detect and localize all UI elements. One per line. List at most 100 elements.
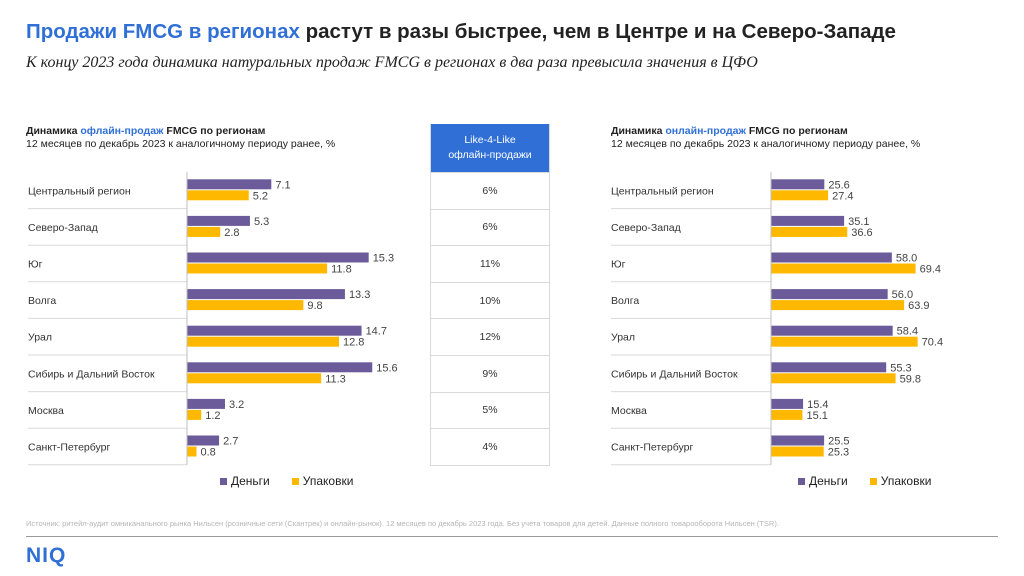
- legend-item-money: Деньги: [220, 474, 270, 488]
- bar-packs: [187, 409, 202, 420]
- data-label-money: 25.6: [828, 179, 849, 191]
- bar-money: [187, 398, 225, 409]
- legend-item-packs: Упаковки: [291, 474, 354, 488]
- niq-logo: NIQ: [26, 544, 67, 567]
- bar-packs: [771, 446, 824, 457]
- online-sales-chart: Центральный регион 25.627.4 Северо-Запад 35…: [611, 172, 943, 466]
- legend-item-packs: Упаковки: [869, 474, 932, 488]
- category-label: Сибирь и Дальний Восток: [28, 368, 155, 380]
- data-label-packs: 27.4: [832, 190, 853, 202]
- data-label-money: 15.3: [373, 253, 394, 265]
- footer-divider: [26, 536, 998, 537]
- bar-money: [187, 435, 220, 446]
- left-title-prefix: Динамика: [26, 125, 81, 137]
- bar-money: [771, 435, 825, 446]
- category-label: Волга: [611, 295, 639, 307]
- legend-item-money: Деньги: [798, 474, 848, 488]
- right-panel-title: Динамика онлайн-продаж FMCG по регионам: [611, 125, 920, 138]
- data-label-packs: 15.1: [806, 410, 827, 422]
- data-label-packs: 12.8: [343, 337, 364, 349]
- bar-packs: [771, 190, 829, 201]
- data-label-money: 15.4: [807, 399, 828, 411]
- data-label-money: 25.5: [828, 436, 849, 448]
- data-label-money: 58.0: [896, 253, 917, 265]
- data-label-packs: 69.4: [920, 264, 941, 276]
- left-panel-header: Динамика офлайн-продаж FMCG по регионам …: [26, 125, 335, 151]
- data-label-packs: 11.8: [331, 264, 352, 276]
- legend-label-money: Деньги: [231, 474, 270, 488]
- data-label-money: 2.7: [223, 436, 238, 448]
- bar-money: [771, 362, 887, 373]
- left-title-suffix: FMCG по регионам: [163, 125, 266, 137]
- data-label-money: 13.3: [349, 289, 370, 301]
- category-label: Москва: [611, 405, 647, 417]
- data-label-packs: 9.8: [307, 300, 322, 312]
- bar-packs: [187, 263, 328, 274]
- like4like-header: Like-4-Like офлайн-продажи: [431, 124, 549, 172]
- data-label-packs: 5.2: [253, 190, 268, 202]
- data-label-packs: 11.3: [325, 373, 346, 385]
- bar-money: [187, 362, 373, 373]
- bar-money: [771, 325, 893, 336]
- page-title: Продажи FMCG в регионах растут в разы бы…: [26, 20, 896, 44]
- bar-packs: [771, 373, 896, 384]
- bar-money: [771, 215, 845, 226]
- category-label: Москва: [28, 405, 64, 417]
- data-label-money: 15.6: [376, 362, 397, 374]
- like4like-cell: 11%: [431, 245, 549, 282]
- data-label-money: 7.1: [275, 179, 290, 191]
- right-panel-header: Динамика онлайн-продаж FMCG по регионам …: [611, 125, 920, 151]
- category-label: Юг: [28, 259, 43, 271]
- data-label-packs: 70.4: [922, 337, 943, 349]
- category-label: Сибирь и Дальний Восток: [611, 368, 738, 380]
- data-label-money: 3.2: [229, 399, 244, 411]
- page-subtitle: К концу 2023 года динамика натуральных п…: [26, 54, 758, 71]
- bar-packs: [771, 409, 803, 420]
- category-label: Центральный регион: [28, 185, 131, 197]
- bar-packs: [771, 226, 848, 237]
- bar-money: [771, 179, 825, 190]
- legend-swatch-packs: [291, 477, 299, 485]
- left-title-highlight: офлайн-продаж: [80, 125, 164, 137]
- right-title-prefix: Динамика: [611, 125, 666, 137]
- like4like-cell: 12%: [431, 318, 549, 355]
- category-label: Юг: [611, 259, 626, 271]
- data-label-money: 58.4: [897, 326, 918, 338]
- data-label-packs: 25.3: [828, 447, 849, 459]
- bar-money: [771, 398, 804, 409]
- category-label: Волга: [28, 295, 56, 307]
- offline-sales-chart: Центральный регион 7.1 5.2 Северо-Запад 5.3 2…: [28, 172, 398, 466]
- bar-packs: [187, 190, 249, 201]
- category-label: Урал: [28, 332, 52, 344]
- like4like-cell: 5%: [431, 391, 549, 429]
- bar-packs: [187, 300, 304, 311]
- right-legend: Деньги Упаковки: [798, 474, 931, 488]
- left-panel-subtitle: 12 месяцев по декабрь 2023 к аналогичном…: [26, 138, 336, 150]
- right-title-suffix: FMCG по регионам: [745, 125, 848, 137]
- like4like-body: 6% 6% 11% 10% 12% 9% 5% 4%: [431, 172, 549, 465]
- right-panel-subtitle: 12 месяцев по декабрь 2023 к аналогичном…: [611, 138, 921, 150]
- bar-money: [771, 252, 892, 263]
- bar-money: [187, 179, 272, 190]
- data-label-money: 35.1: [848, 216, 869, 228]
- left-legend: Деньги Упаковки: [220, 474, 353, 488]
- source-note: Источник: ритейл-аудит омниканального ры…: [26, 519, 779, 528]
- legend-label-packs: Упаковки: [302, 474, 354, 488]
- right-title-highlight: онлайн-продаж: [665, 125, 746, 137]
- like4like-cell: 6%: [431, 208, 549, 246]
- bar-money: [187, 215, 250, 226]
- category-label: Санкт-Петербург: [611, 442, 694, 454]
- bar-packs: [187, 226, 221, 237]
- like4like-cell: 10%: [431, 281, 549, 319]
- data-label-money: 56.0: [892, 289, 913, 301]
- like4like-table: Like-4-Like офлайн-продажи 6% 6% 11% 10% 12%…: [430, 124, 550, 466]
- legend-label-packs: Упаковки: [880, 474, 932, 488]
- bar-packs: [187, 373, 322, 384]
- like4like-header-line2: офлайн-продажи: [448, 149, 532, 161]
- like4like-header-line1: Like-4-Like: [464, 134, 516, 146]
- category-label: Центральный регион: [611, 185, 714, 197]
- data-label-money: 14.7: [366, 326, 387, 338]
- category-label: Северо-Запад: [28, 222, 98, 234]
- legend-swatch-money: [220, 477, 227, 485]
- legend-swatch-packs: [869, 477, 877, 485]
